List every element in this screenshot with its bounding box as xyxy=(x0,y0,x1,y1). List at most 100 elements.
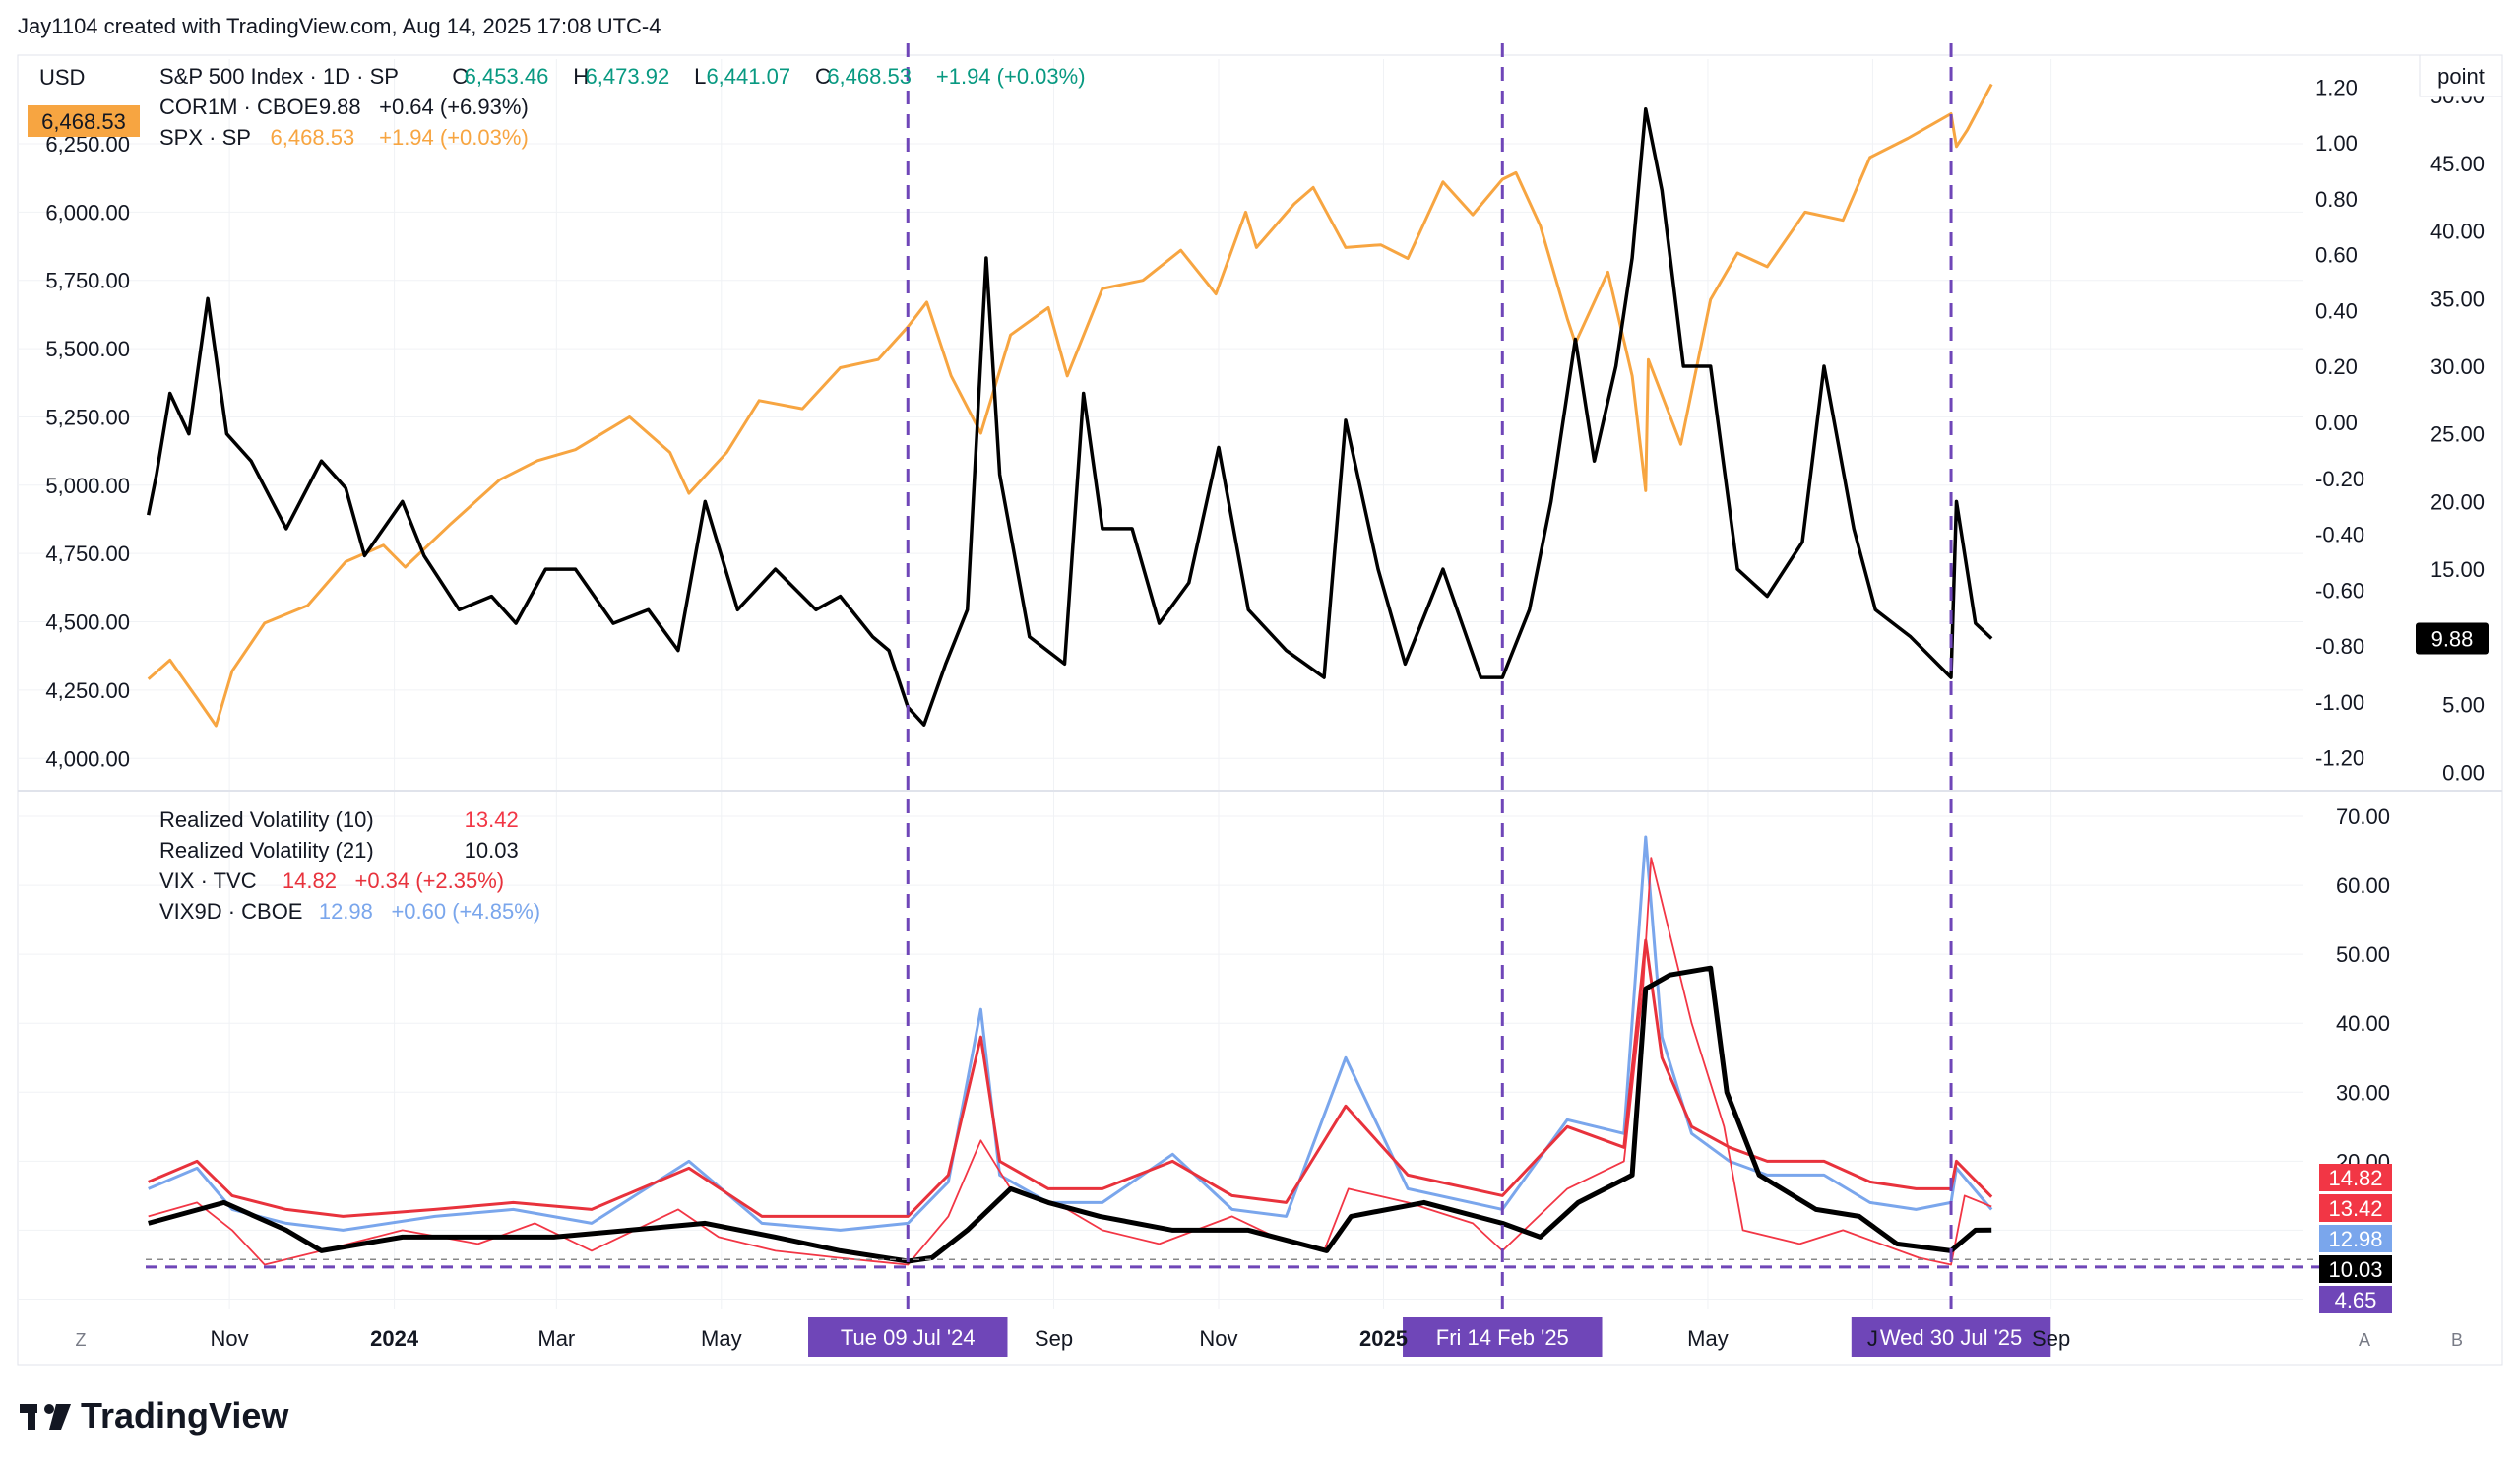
volatility-price-tag-label: 14.82 xyxy=(2328,1166,2382,1190)
legend-vix-value: 14.82 xyxy=(283,868,337,893)
price-tags: 6,468.53 9.88 14.82 13.42 12.98 10.03 4.65 xyxy=(28,105,2488,1313)
legend-ohlc-key: L xyxy=(694,64,706,89)
point-axis-tick: 5.00 xyxy=(2442,693,2485,718)
time-axis-label: Sep xyxy=(1035,1326,1073,1351)
time-axis-label: May xyxy=(701,1326,742,1351)
date-markers: Tue 09 Jul '24 Fri 14 Feb '25 Wed 30 Jul '… xyxy=(808,43,2051,1357)
volatility-price-tag-label: 12.98 xyxy=(2328,1227,2382,1251)
correlation-axis-tick: -0.80 xyxy=(2315,634,2364,659)
usd-axis-title[interactable]: USD xyxy=(39,65,85,90)
legend-spx-index-name[interactable]: S&P 500 Index · 1D · SP xyxy=(159,64,399,89)
tradingview-wordmark[interactable]: TradingView xyxy=(81,1395,289,1436)
legend-ohlc-key: O xyxy=(452,64,469,89)
volatility-axis-tick: 60.00 xyxy=(2336,873,2390,898)
time-axis-label: 2025 xyxy=(1359,1326,1408,1351)
legend-spx-value: 6,468.53 xyxy=(271,125,355,150)
usd-axis-tick: 4,000.00 xyxy=(45,746,130,771)
usd-axis-tick: 4,500.00 xyxy=(45,610,130,635)
time-axis-label: Mar xyxy=(537,1326,575,1351)
credit-text: Jay1104 created with TradingView.com, Au… xyxy=(18,14,661,38)
legend-rv10-name[interactable]: Realized Volatility (10) xyxy=(159,807,374,832)
cor1m-line xyxy=(146,107,1993,727)
usd-axis-tick: 5,500.00 xyxy=(45,337,130,361)
log-scale-button[interactable]: B xyxy=(2451,1330,2463,1350)
point-axis-tick: 15.00 xyxy=(2430,557,2485,582)
volatility-axis-tick: 30.00 xyxy=(2336,1080,2390,1105)
legend-cor1m-value: 9.88 xyxy=(319,95,361,119)
spx-price-tag xyxy=(28,105,140,137)
date-marker-badge[interactable] xyxy=(1403,1317,1603,1357)
top-pane xyxy=(146,83,1993,728)
correlation-axis-tick: 0.40 xyxy=(2315,298,2358,323)
legend-rv10-value: 13.42 xyxy=(465,807,519,832)
volatility-price-tag-label: 13.42 xyxy=(2328,1196,2382,1221)
legends: S&P 500 Index · 1D · SP O6,453.46 H6,473.9… xyxy=(159,64,1086,924)
point-axis-title[interactable]: point xyxy=(2437,64,2485,89)
correlation-axis-tick: -0.60 xyxy=(2315,578,2364,603)
correlation-axis-tick: -0.20 xyxy=(2315,467,2364,491)
legend-ohlc-key: H xyxy=(573,64,589,89)
legend-spx-index-change: +1.94 (+0.03%) xyxy=(936,64,1086,89)
point-axis-tick: 35.00 xyxy=(2430,287,2485,311)
time-axis-label: Sep xyxy=(2032,1326,2070,1351)
volatility-price-tag xyxy=(2319,1286,2392,1313)
time-axis-reset-button[interactable]: Z xyxy=(76,1330,87,1350)
grid-lines xyxy=(18,59,2303,1309)
vix9d-line xyxy=(148,835,1993,1232)
legend-rv21-name[interactable]: Realized Volatility (21) xyxy=(159,838,374,862)
correlation-axis-tick: 0.60 xyxy=(2315,243,2358,268)
legend-spx-name[interactable]: SPX · SP xyxy=(159,125,251,150)
axes: Nov 2024 Mar May Sep Nov 2025 May J Sep Z A B 4,000.0… xyxy=(39,54,2503,1351)
legend-rv21-value: 10.03 xyxy=(465,838,519,862)
bottom-pane xyxy=(146,835,2319,1269)
rv21-line xyxy=(148,965,1992,1264)
time-axis-label: Nov xyxy=(1199,1326,1237,1351)
usd-axis-tick: 4,750.00 xyxy=(45,542,130,566)
legend-cor1m-name[interactable]: COR1M · CBOE xyxy=(159,95,318,119)
legend-vix-name[interactable]: VIX · TVC xyxy=(159,868,257,893)
correlation-axis-tick: -1.00 xyxy=(2315,690,2364,715)
time-axis-label: May xyxy=(1687,1326,1729,1351)
chart-frame xyxy=(17,54,2503,1366)
volatility-price-tag-label: 10.03 xyxy=(2328,1257,2382,1282)
legend-ohlc-value: 6,473.92 xyxy=(586,64,670,89)
volatility-axis-tick: 50.00 xyxy=(2336,942,2390,967)
volatility-price-tag xyxy=(2319,1225,2392,1252)
legend-vix9d-value: 12.98 xyxy=(319,899,373,924)
volatility-axis-tick: 70.00 xyxy=(2336,804,2390,829)
point-axis-tick: 30.00 xyxy=(2430,354,2485,379)
legend-vix-change: +0.34 (+2.35%) xyxy=(354,868,504,893)
legend-vix9d-name[interactable]: VIX9D · CBOE xyxy=(159,899,302,924)
date-marker-badge[interactable] xyxy=(808,1317,1008,1357)
point-axis-title-box xyxy=(2419,54,2503,97)
time-axis-label: Nov xyxy=(211,1326,249,1351)
volatility-axis-tick: 40.00 xyxy=(2336,1011,2390,1036)
volatility-price-tag xyxy=(2319,1194,2392,1222)
date-marker-label: Tue 09 Jul '24 xyxy=(841,1325,976,1350)
usd-axis-tick: 5,000.00 xyxy=(45,474,130,498)
time-axis-label: J xyxy=(1867,1326,1878,1351)
cor1m-price-tag xyxy=(2416,622,2488,655)
correlation-axis-tick: -1.20 xyxy=(2315,746,2364,771)
tradingview-logo-icon[interactable] xyxy=(20,1404,71,1430)
legend-vix9d-change: +0.60 (+4.85%) xyxy=(391,899,540,924)
point-axis-tick: 25.00 xyxy=(2430,422,2485,447)
legend-ohlc-key: C xyxy=(815,64,831,89)
volatility-price-tag-label: 4.65 xyxy=(2335,1288,2377,1312)
usd-axis-tick: 4,250.00 xyxy=(45,678,130,703)
volatility-price-tag xyxy=(2319,1255,2392,1283)
legend-ohlc-value: 6,453.46 xyxy=(465,64,549,89)
point-axis-tick: 20.00 xyxy=(2430,489,2485,514)
point-axis-tick: 45.00 xyxy=(2430,152,2485,176)
spx-price-tag-label: 6,468.53 xyxy=(41,109,126,134)
legend-spx-change: +1.94 (+0.03%) xyxy=(379,125,529,150)
auto-scale-button[interactable]: A xyxy=(2359,1330,2370,1350)
date-marker-badge[interactable] xyxy=(1851,1317,2051,1357)
footer: TradingView xyxy=(20,1395,289,1436)
correlation-axis-tick: 0.00 xyxy=(2315,411,2358,435)
correlation-axis-tick: 0.20 xyxy=(2315,354,2358,379)
time-axis-label: 2024 xyxy=(370,1326,419,1351)
correlation-axis-tick: 0.80 xyxy=(2315,187,2358,212)
